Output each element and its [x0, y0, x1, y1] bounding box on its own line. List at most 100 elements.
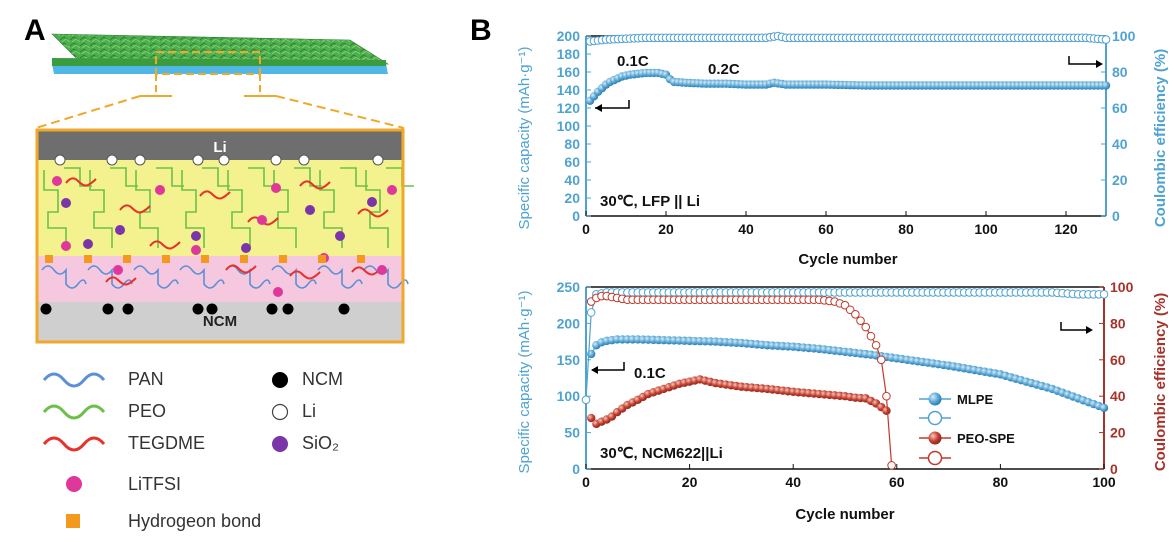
- tegdme-chain: [225, 264, 257, 274]
- legend-label-li: Li: [302, 401, 316, 421]
- y2-tick-label: 100: [1110, 279, 1134, 295]
- data-point: [882, 406, 891, 415]
- chart-ncm622-xlabel: Cycle number: [795, 506, 894, 523]
- x-tick-label: 60: [889, 474, 905, 490]
- y2-tick-label: 20: [1110, 425, 1126, 441]
- sio2-particle: [305, 205, 315, 215]
- tegdme-chain: [199, 190, 231, 200]
- peo-chain: [294, 167, 322, 187]
- sio2-particle: [83, 239, 93, 249]
- y-tick-label: 200: [557, 315, 581, 331]
- li-atom: [106, 154, 118, 166]
- chart-lfp-annotation-02c: 0.2C: [708, 61, 740, 78]
- litfsi-ion: [52, 176, 62, 186]
- legend-label-peo: PEO: [128, 401, 166, 421]
- legend-label-sio2: SiO₂: [302, 433, 339, 453]
- data-point: [1099, 289, 1109, 299]
- tegdme-chain: [289, 270, 321, 280]
- x-tick-label: 40: [785, 474, 801, 490]
- hbond-marker: [45, 255, 53, 263]
- chart-lfp-y2label: Coulombic efficiency (%): [1152, 49, 1169, 227]
- li-layer: [37, 130, 403, 160]
- peo-chain: [110, 167, 138, 187]
- panel-a: A Li NCM PAN: [24, 14, 414, 531]
- x-tick-label: 100: [1092, 474, 1116, 490]
- legend-label-pan: PAN: [128, 369, 164, 389]
- legend-label-hbond: Hydrogeon bond: [128, 511, 261, 531]
- chart-lfp-condition: 30℃, LFP || Li: [600, 193, 700, 210]
- data-point: [1101, 81, 1111, 90]
- y-tick-label: 100: [557, 118, 581, 134]
- panel-label-b: B: [470, 14, 492, 47]
- chart-ncm622-legend: MLPE PEO-SPE: [919, 392, 1015, 466]
- y-tick-label: 0: [572, 461, 580, 477]
- y2-tick-label: 0: [1110, 461, 1118, 477]
- peo-chain: [135, 170, 159, 248]
- data-point: [871, 340, 881, 350]
- peo-chain: [202, 167, 230, 187]
- ncm-particle: [40, 303, 52, 315]
- data-point: [581, 395, 591, 405]
- litfsi-ion: [61, 241, 71, 251]
- y2-tick-label: 40: [1112, 136, 1128, 152]
- legend-label-litfsi: LiTFSI: [128, 474, 181, 494]
- tegdme-chain: [357, 208, 389, 218]
- pan-chain: [225, 265, 271, 289]
- y-tick-label: 150: [557, 352, 581, 368]
- y2-tick-label: 60: [1112, 100, 1128, 116]
- sio2-particle: [115, 225, 125, 235]
- y-tick-label: 160: [557, 64, 581, 80]
- chart-ncm622-y2label: Coulombic efficiency (%): [1152, 293, 1169, 471]
- sio2-particle: [61, 198, 71, 208]
- hbond-marker: [279, 255, 287, 263]
- hbond-marker: [318, 255, 326, 263]
- peo-chain: [248, 167, 276, 187]
- chart-lfp-ylabel: Specific capacity (mAh·g⁻¹): [516, 47, 533, 230]
- peo-chain: [340, 167, 368, 187]
- hbond-marker: [201, 255, 209, 263]
- y-tick-label: 250: [557, 279, 581, 295]
- hbond-marker: [162, 255, 170, 263]
- peo-chain: [89, 170, 113, 248]
- litfsi-ion: [113, 265, 123, 275]
- li-atom: [54, 154, 66, 166]
- y-tick-label: 50: [564, 425, 580, 441]
- schematic-decor: [40, 154, 414, 315]
- data-point: [856, 316, 865, 325]
- peo-legend-icon: [42, 404, 106, 420]
- y-tick-label: 200: [557, 28, 581, 44]
- y-tick-label: 140: [557, 82, 581, 98]
- chart-ncm622-condition: 30℃, NCM622||Li: [600, 445, 723, 462]
- x-tick-label: 80: [993, 474, 1009, 490]
- litfsi-ion: [257, 215, 267, 225]
- legend-label-ncm: NCM: [302, 369, 343, 389]
- data-point: [1099, 403, 1109, 413]
- sio2-legend-icon: [272, 436, 288, 452]
- ncm-particle: [102, 303, 114, 315]
- tegdme-legend-icon: [42, 436, 106, 452]
- pan-chain: [133, 265, 179, 289]
- litfsi-ion: [273, 287, 283, 297]
- chart-lfp-annotation-01c: 0.1C: [617, 53, 649, 70]
- data-point: [861, 322, 871, 332]
- data-point: [882, 391, 891, 401]
- tegdme-chain: [149, 240, 181, 250]
- li-atom: [192, 154, 204, 166]
- panel-b: B Specific capacity (mAh·g⁻¹) Coulombic …: [470, 14, 1169, 523]
- schematic-legend: PAN PEO TEGDME LiTFSI Hydrogeon bond NCM…: [42, 369, 343, 531]
- y-tick-label: 20: [564, 190, 580, 206]
- y2-tick-label: 80: [1112, 64, 1128, 80]
- litfsi-ion: [387, 185, 397, 195]
- pan-legend-icon: [42, 372, 106, 388]
- hbond-marker: [240, 255, 248, 263]
- hbond-legend-icon: [66, 514, 80, 528]
- sio2-particle: [367, 197, 377, 207]
- ncm-particle: [338, 303, 350, 315]
- legend-marker-mlpe: [928, 392, 942, 406]
- data-point: [866, 331, 876, 341]
- legend-marker-mlpe-ce: [927, 410, 943, 426]
- li-atom: [270, 154, 282, 166]
- peo-chain: [365, 170, 389, 248]
- legend-marker-peo-spe-ce: [927, 450, 943, 466]
- y-tick-label: 120: [557, 100, 581, 116]
